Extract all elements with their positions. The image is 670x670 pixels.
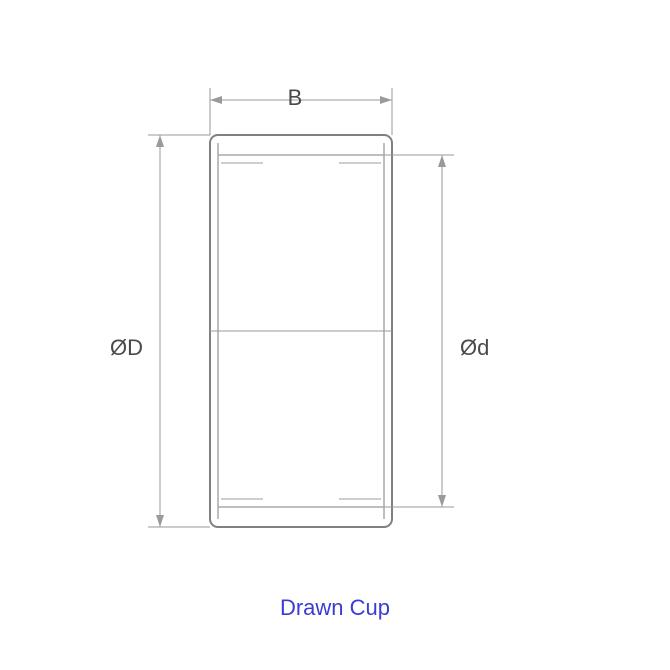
drawn-cup-section [210,135,392,527]
dimension-d: Ød [384,155,489,507]
dim-d-arrow-top [438,155,446,167]
dim-d-arrow-bottom [438,495,446,507]
dimension-D: ØD [110,135,210,527]
dim-D-label: ØD [110,335,143,360]
dimension-B: B [210,85,392,135]
dim-B-label: B [288,85,303,110]
dim-d-label: Ød [460,335,489,360]
dim-B-arrow-right [380,96,392,104]
diagram-canvas: B ØD Ød Drawn Cup [0,0,670,670]
dim-B-arrow-left [210,96,222,104]
dim-D-arrow-top [156,135,164,147]
dim-D-arrow-bottom [156,515,164,527]
caption-text: Drawn Cup [280,595,390,620]
